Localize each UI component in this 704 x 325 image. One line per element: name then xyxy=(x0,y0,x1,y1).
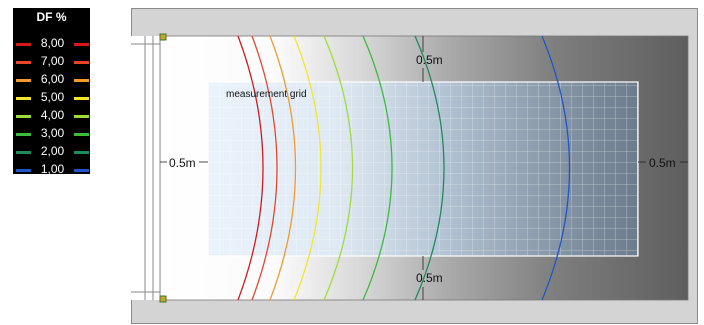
legend-row-3: 3,00 xyxy=(13,124,90,144)
legend-swatch-right xyxy=(74,43,89,46)
isoline-1 xyxy=(541,35,571,301)
legend-swatch-right xyxy=(74,97,89,100)
isoline-2 xyxy=(414,35,445,301)
corner-marker-top xyxy=(159,33,167,41)
legend-row-6: 6,00 xyxy=(13,70,90,90)
legend-swatch-left xyxy=(16,97,31,100)
isoline-8 xyxy=(237,35,264,301)
isoline-5 xyxy=(293,35,322,301)
isoline-6 xyxy=(269,35,297,301)
margin-left-label: 0.5m xyxy=(169,156,196,170)
corner-marker-bottom xyxy=(159,295,167,303)
isoline-3 xyxy=(362,35,393,301)
measurement-grid-label: measurement grid xyxy=(226,89,307,100)
legend-swatch-right xyxy=(74,133,89,136)
legend-title: DF % xyxy=(36,10,67,24)
legend-swatch-left xyxy=(16,79,31,82)
legend-swatch-right xyxy=(74,151,89,154)
legend-swatch-left xyxy=(16,43,31,46)
legend-row-5: 5,00 xyxy=(13,88,90,108)
legend-swatch-left xyxy=(16,115,31,118)
legend-swatch-right xyxy=(74,79,89,82)
room-plan-svg xyxy=(131,8,698,324)
legend-swatch-right xyxy=(74,169,89,172)
room-diagram: measurement grid 0.5m 0.5m 0.5m 0.5m xyxy=(131,8,698,324)
isoline-7 xyxy=(251,35,278,301)
df-legend: DF % 8,00 7,00 6,00 5,00 4,00 3,00 2,00 … xyxy=(13,8,90,176)
legend-swatch-right xyxy=(74,61,89,64)
margin-right-label: 0.5m xyxy=(649,156,676,170)
legend-label: 8,00 xyxy=(40,36,65,50)
margin-bottom-label: 0.5m xyxy=(416,271,443,285)
legend-swatch-left xyxy=(16,133,31,136)
legend-label: 3,00 xyxy=(40,126,65,140)
legend-row-7: 7,00 xyxy=(13,52,90,72)
legend-label: 1,00 xyxy=(40,162,65,176)
legend-row-4: 4,00 xyxy=(13,106,90,126)
measurement-grid-cells xyxy=(208,82,638,256)
legend-swatch-right xyxy=(74,115,89,118)
legend-row-2: 2,00 xyxy=(13,142,90,162)
legend-swatch-left xyxy=(16,61,31,64)
isoline-4 xyxy=(323,35,354,301)
legend-label: 4,00 xyxy=(40,108,65,122)
legend-label: 7,00 xyxy=(40,54,65,68)
margin-top-label: 0.5m xyxy=(416,53,443,67)
legend-label: 2,00 xyxy=(40,144,65,158)
legend-row-1: 1,00 xyxy=(13,160,90,180)
legend-swatch-left xyxy=(16,151,31,154)
legend-label: 6,00 xyxy=(40,72,65,86)
legend-label: 5,00 xyxy=(40,90,65,104)
legend-swatch-left xyxy=(16,169,31,172)
legend-row-8: 8,00 xyxy=(13,34,90,54)
